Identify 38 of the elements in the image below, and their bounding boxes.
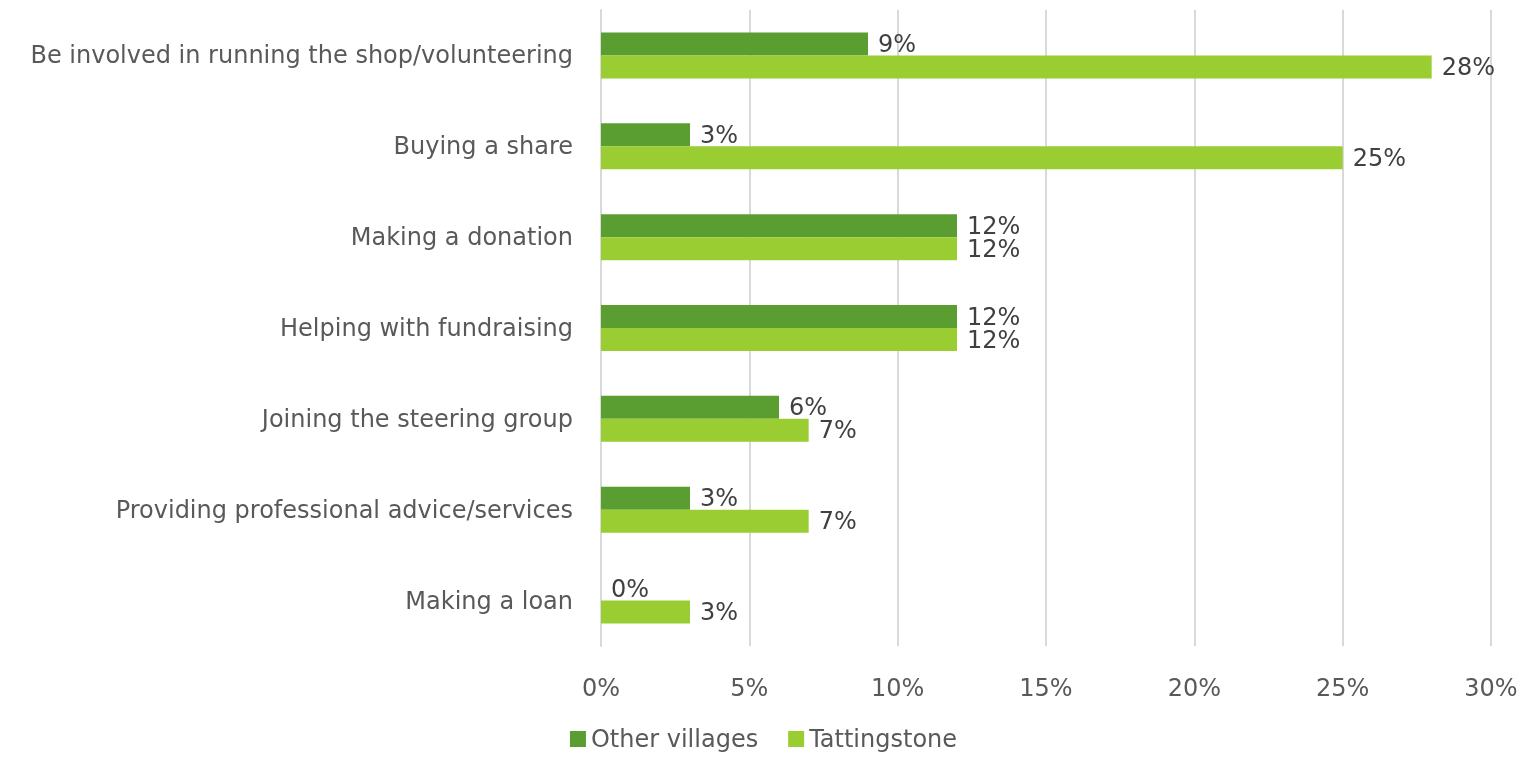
data-label: 7% <box>818 416 857 445</box>
bar <box>601 237 957 261</box>
data-label: 0% <box>611 575 650 604</box>
y-tick-label: Making a loan <box>405 586 573 615</box>
x-tick-label: 10% <box>870 674 925 702</box>
x-tick-label: 0% <box>581 674 621 702</box>
bar <box>601 146 1343 170</box>
data-label: 28% <box>1441 52 1496 81</box>
bar <box>601 509 809 533</box>
bar <box>601 600 690 624</box>
data-label: 3% <box>700 598 739 627</box>
data-label: 7% <box>818 507 857 536</box>
x-tick-label: 30% <box>1464 674 1518 702</box>
bar <box>601 55 1432 79</box>
legend-label: Tattingstone <box>808 725 958 753</box>
data-label: 9% <box>878 29 917 58</box>
bar <box>601 305 957 328</box>
bar <box>601 123 690 147</box>
y-tick-label: Buying a share <box>393 132 573 161</box>
x-tick-label: 25% <box>1315 674 1370 702</box>
data-label: 3% <box>700 120 739 149</box>
data-label: 25% <box>1352 143 1407 172</box>
x-tick-label: 20% <box>1167 674 1222 702</box>
bar <box>601 214 957 238</box>
y-tick-label: Joining the steering group <box>259 404 573 433</box>
x-tick-label: 5% <box>730 674 769 702</box>
bar <box>601 32 868 56</box>
x-tick-label: 15% <box>1019 674 1073 702</box>
y-tick-label: Be involved in running the shop/volunteering <box>30 41 573 70</box>
bar <box>601 486 690 510</box>
y-tick-label: Making a donation <box>350 223 573 252</box>
data-label: 3% <box>700 484 739 513</box>
y-tick-label: Providing professional advice/services <box>115 495 573 524</box>
bar <box>601 328 957 351</box>
bar <box>601 418 809 442</box>
legend-label: Other villages <box>590 725 759 753</box>
y-tick-label: Helping with fundraising <box>280 314 573 342</box>
bar <box>601 395 779 419</box>
